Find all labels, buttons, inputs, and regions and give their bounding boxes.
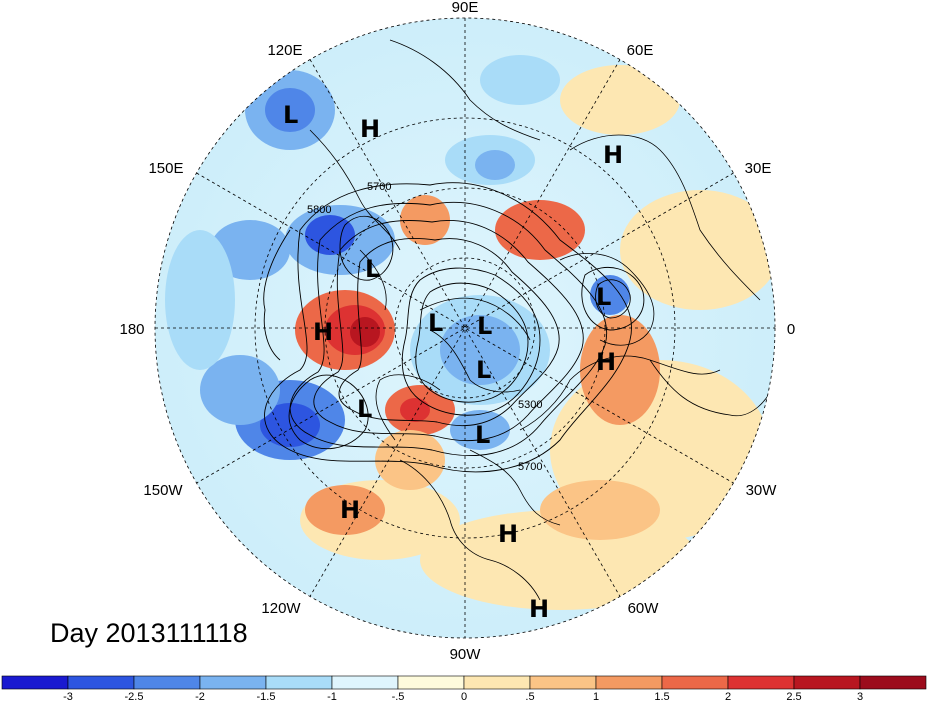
colorbar-tick-label: -1 <box>327 691 337 702</box>
colorbar-swatch <box>727 675 795 690</box>
high-center: H <box>340 496 360 524</box>
contour-label: 5700 <box>367 181 391 193</box>
high-center: H <box>529 595 549 623</box>
lon-label-120e: 120E <box>267 42 302 59</box>
colorbar-swatch <box>199 675 267 690</box>
longitude-labels: 90E 60E 30E 0 30W 60W 90W 120W 150W 180 … <box>119 0 795 663</box>
colorbar-tick-label: 1.5 <box>654 691 669 702</box>
lon-label-60e: 60E <box>627 42 654 59</box>
colorbar-tick-label: 3 <box>857 691 863 702</box>
low-center: L <box>596 283 611 311</box>
low-center: L <box>365 255 380 283</box>
low-center: L <box>476 356 491 384</box>
colorbar-swatch <box>1 675 69 690</box>
colorbar-swatch <box>397 675 465 690</box>
high-center: H <box>313 318 333 346</box>
lon-label-180: 180 <box>119 321 144 338</box>
map-boundary <box>154 17 776 639</box>
low-center: L <box>477 312 492 340</box>
colorbar-swatch <box>463 675 531 690</box>
contour-label: 5800 <box>307 204 331 216</box>
contour-label: 5700 <box>518 461 542 473</box>
colorbar-swatch <box>793 675 861 690</box>
lon-label-0: 0 <box>787 321 795 338</box>
lon-label-60w: 60W <box>628 600 660 617</box>
colorbar-tick-label: -2 <box>195 691 205 702</box>
colorbar-swatch <box>595 675 663 690</box>
lon-label-150e: 150E <box>148 160 183 177</box>
colorbar-swatch <box>661 675 729 690</box>
low-center: L <box>475 421 490 449</box>
colorbar-swatch <box>331 675 399 690</box>
colorbar-swatch <box>67 675 135 690</box>
colorbar-swatch <box>859 675 927 690</box>
colorbar-swatch <box>133 675 201 690</box>
lon-label-30e: 30E <box>745 160 772 177</box>
colorbar-swatch <box>529 675 597 690</box>
low-center: L <box>357 395 372 423</box>
high-center: H <box>603 141 623 169</box>
pressure-centers: L H H L L H L L L L H L H H H <box>283 101 623 623</box>
colorbar-tick-label: 2.5 <box>786 691 801 702</box>
colorbar-tick-label: 1 <box>593 691 599 702</box>
high-center: H <box>360 115 380 143</box>
colorbar-tick-label: -2.5 <box>125 691 144 702</box>
map-grid <box>155 18 775 638</box>
lon-label-90w: 90W <box>450 646 482 663</box>
high-center: H <box>596 348 616 376</box>
colorbar-tick-label: -1.5 <box>257 691 276 702</box>
contour-labels: 5700 5800 5300 5700 <box>307 181 542 473</box>
lon-label-90e: 90E <box>452 0 479 16</box>
contour-label: 5300 <box>518 399 542 411</box>
colorbar-tick-label: 0 <box>461 691 467 702</box>
height-contours <box>263 182 645 473</box>
colorbar-tick-label: .5 <box>525 691 534 702</box>
colorbar-swatch <box>265 675 333 690</box>
high-center: H <box>498 520 518 548</box>
colorbar-tick-label: 2 <box>725 691 731 702</box>
colorbar-tick-label: -3 <box>63 691 73 702</box>
lon-label-120w: 120W <box>261 600 301 617</box>
day-title: Day 2013111118 <box>50 618 248 648</box>
coastlines <box>309 39 775 601</box>
lon-label-150w: 150W <box>143 482 183 499</box>
low-center: L <box>283 101 298 129</box>
colorbar-tick-label: -.5 <box>392 691 405 702</box>
low-center: L <box>428 309 443 337</box>
colorbar: -3 -2.5 -2 -1.5 -1 -.5 0 .5 1 1.5 2 2.5 3 <box>1 675 927 702</box>
lon-label-30w: 30W <box>746 482 778 499</box>
